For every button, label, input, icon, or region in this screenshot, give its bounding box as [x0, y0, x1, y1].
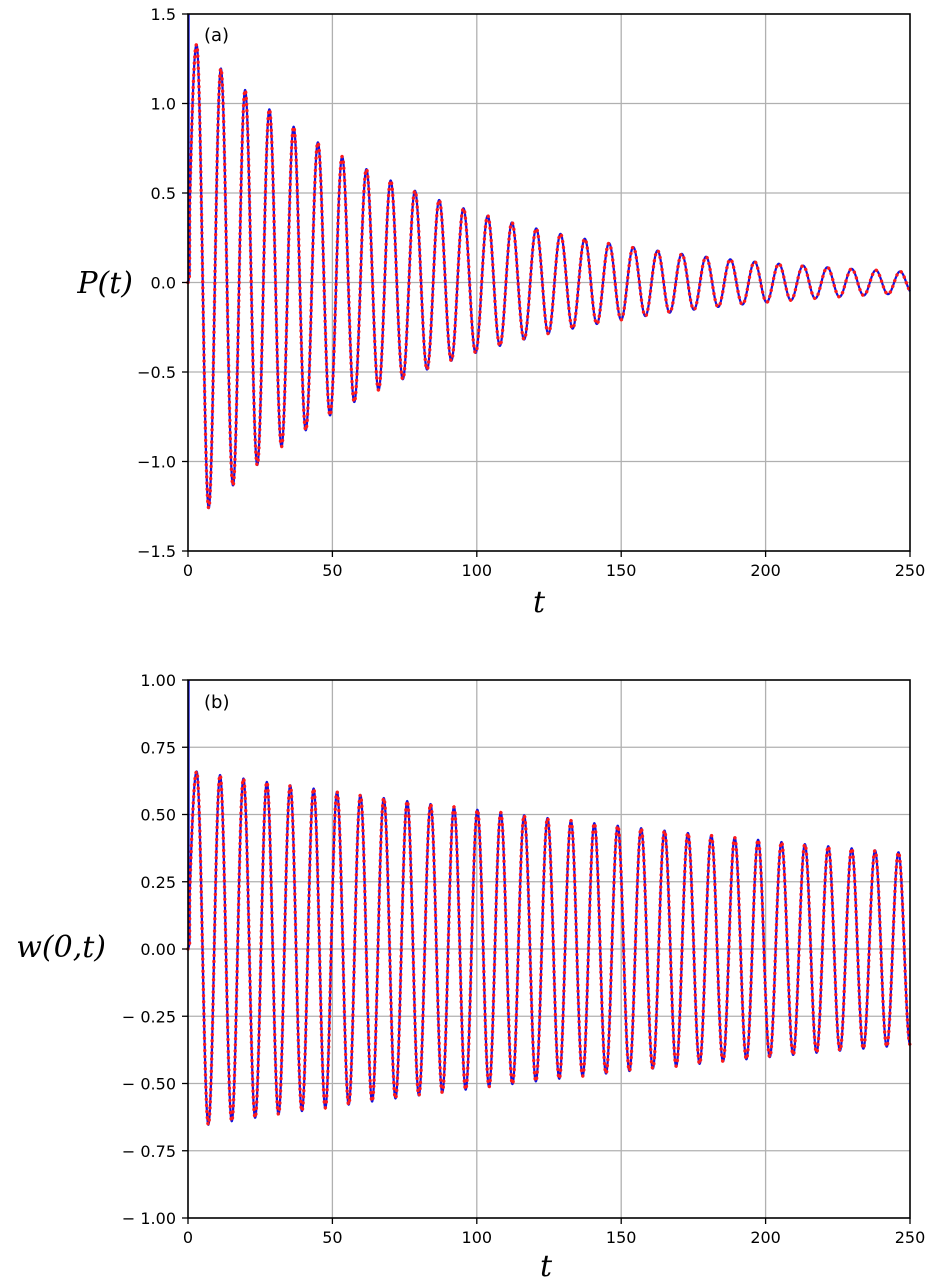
panel-a-xlabel: t — [533, 585, 546, 620]
panel-a-label: (a) — [204, 25, 229, 46]
y-tick-label: − 0.25 — [122, 1007, 176, 1026]
x-tick-label: 150 — [606, 561, 637, 580]
y-tick-label: 0.50 — [140, 806, 176, 825]
x-tick-label: 0 — [183, 1228, 193, 1247]
x-tick-label: 0 — [183, 561, 193, 580]
y-tick-label: 1.0 — [151, 95, 176, 114]
y-tick-label: − 0.75 — [122, 1142, 176, 1161]
panel-a: 0 50 100 150 200 250 1.5 1.0 0.5 0.0 −0.5 −1.0 −1.5… — [76, 5, 925, 620]
x-tick-label: 200 — [750, 561, 781, 580]
y-tick-label: −1.0 — [137, 453, 176, 472]
panel-b-label: (b) — [204, 692, 229, 713]
panel-b: 0 50 100 150 200 250 1.00 0.75 0.50 0.25 0.00 − 0.… — [16, 671, 925, 1284]
y-tick-label: 1.00 — [140, 671, 176, 690]
y-tick-label: −1.5 — [137, 542, 176, 561]
series-dotted-line — [186, 42, 912, 510]
x-tick-label: 200 — [750, 1228, 781, 1247]
x-tick-label: 50 — [322, 561, 342, 580]
x-tick-label: 250 — [895, 561, 926, 580]
y-tick-label: − 0.50 — [122, 1075, 176, 1094]
series-dotted-line — [186, 769, 912, 1128]
y-tick-label: 1.5 — [151, 5, 176, 24]
x-tick-label: 50 — [322, 1228, 342, 1247]
x-tick-label: 100 — [462, 561, 493, 580]
panel-b-ylabel: w(0,t) — [16, 930, 106, 965]
y-tick-label: 0.25 — [140, 873, 176, 892]
y-tick-label: 0.5 — [151, 184, 176, 203]
series-solid-line — [186, 43, 911, 510]
x-tick-label: 150 — [606, 1228, 637, 1247]
x-tick-label: 250 — [895, 1228, 926, 1247]
x-tick-label: 100 — [462, 1228, 493, 1247]
y-tick-label: 0.00 — [140, 940, 176, 959]
y-tick-label: 0.75 — [140, 738, 176, 757]
y-tick-label: 0.0 — [151, 274, 176, 293]
panel-a-ylabel: P(t) — [76, 266, 133, 301]
y-tick-label: − 1.00 — [122, 1209, 176, 1228]
y-tick-label: −0.5 — [137, 363, 176, 382]
panel-b-xlabel: t — [540, 1249, 553, 1284]
